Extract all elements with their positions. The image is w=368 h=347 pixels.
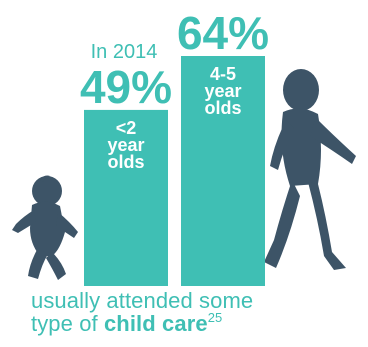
bar-2 [181,56,265,286]
caption: usually attended some type of child care… [31,289,361,335]
bar-1 [84,109,168,286]
toddler-silhouette-icon [264,69,356,270]
caption-line-2: type of child care25 [31,310,361,336]
data-label-1: 49% [80,61,172,113]
caption-prefix: type of [31,311,104,336]
bars-group: 49% <2 year olds In 2014 64% 4-5 year olds [80,7,269,286]
caption-emphasis: child care [103,311,208,336]
baby-silhouette-icon [12,175,78,280]
caption-line-1: usually attended some [31,288,254,313]
category-label-1: <2 year olds [107,118,144,172]
footnote-marker: 25 [207,310,223,325]
category-label-2: 4-5 year olds [204,64,241,118]
data-label-2: 64% [177,7,269,59]
year-annotation: In 2014 [91,41,158,63]
